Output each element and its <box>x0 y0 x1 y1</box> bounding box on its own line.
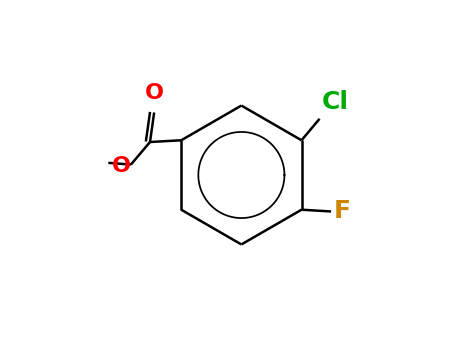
Text: O: O <box>111 156 131 176</box>
Text: O: O <box>145 83 164 103</box>
Text: Cl: Cl <box>321 90 349 113</box>
Text: F: F <box>334 199 351 223</box>
